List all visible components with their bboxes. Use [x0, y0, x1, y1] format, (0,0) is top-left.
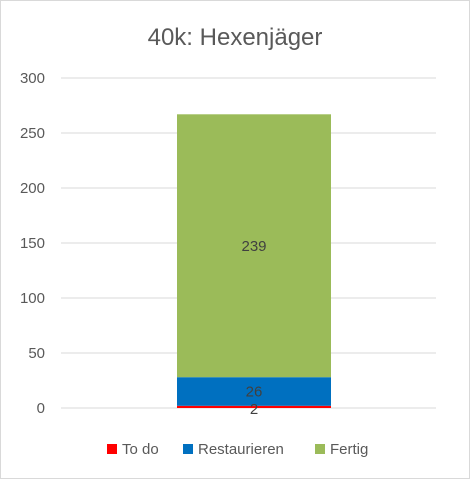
y-tick-label: 300 — [20, 70, 45, 87]
y-tick-label: 50 — [28, 345, 45, 362]
y-tick-label: 100 — [20, 290, 45, 307]
legend-label: Restaurieren — [198, 441, 284, 458]
y-tick-label: 200 — [20, 180, 45, 197]
data-label: 2 — [250, 401, 258, 418]
bar-segment-restaurieren — [177, 377, 331, 406]
bar-segment-to-do — [177, 405, 331, 408]
legend-swatch — [315, 444, 325, 454]
legend: To do Restaurieren Fertig — [107, 441, 368, 458]
data-label: 26 — [246, 384, 263, 401]
chart-title: 40k: Hexenjäger — [148, 24, 323, 51]
bar-segment-fertig — [177, 114, 331, 378]
legend-label: Fertig — [330, 441, 368, 458]
y-tick-label: 0 — [37, 400, 45, 417]
legend-swatch — [107, 444, 117, 454]
y-axis-ticks: 0 50 100 150 200 250 300 — [20, 70, 45, 417]
data-label: 239 — [241, 238, 266, 255]
y-tick-label: 250 — [20, 125, 45, 142]
y-tick-label: 150 — [20, 235, 45, 252]
legend-swatch — [183, 444, 193, 454]
data-labels: 226 239 — [241, 238, 266, 418]
legend-label: To do — [122, 441, 159, 458]
bar-stack — [177, 114, 331, 408]
